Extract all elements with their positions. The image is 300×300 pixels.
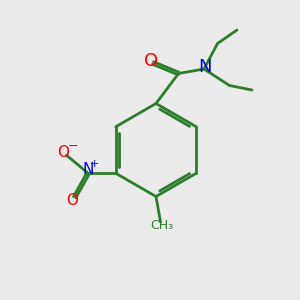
Text: +: + xyxy=(90,159,99,169)
Text: O: O xyxy=(144,52,159,70)
Text: O: O xyxy=(66,194,78,208)
Text: N: N xyxy=(199,58,212,76)
Text: −: − xyxy=(68,140,78,153)
Text: N: N xyxy=(82,162,94,177)
Text: O: O xyxy=(57,146,69,160)
Text: CH₃: CH₃ xyxy=(150,219,174,232)
